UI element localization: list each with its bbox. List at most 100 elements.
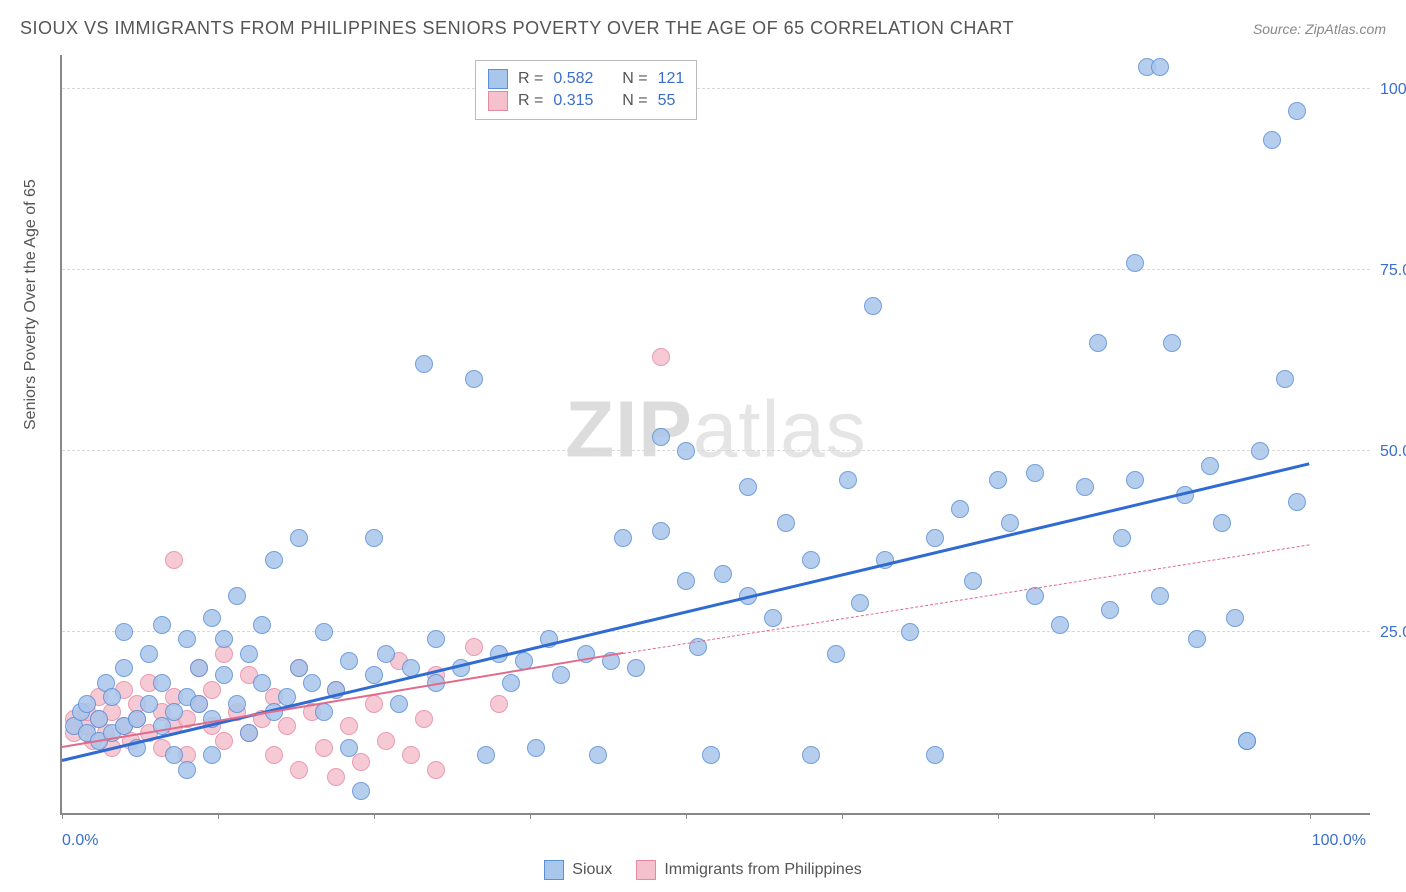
data-point-sioux (1151, 58, 1169, 76)
data-point-sioux (989, 471, 1007, 489)
data-point-sioux (203, 746, 221, 764)
data-point-sioux (140, 695, 158, 713)
data-point-phil (352, 753, 370, 771)
data-point-sioux (477, 746, 495, 764)
data-point-sioux (1251, 442, 1269, 460)
trend-line (62, 463, 1310, 763)
data-point-sioux (1276, 370, 1294, 388)
data-point-sioux (677, 442, 695, 460)
x-tick (1154, 813, 1155, 819)
data-point-sioux (365, 529, 383, 547)
y-tick-label: 25.0% (1380, 624, 1406, 642)
x-tick (1310, 813, 1311, 819)
correlation-legend: R = 0.582 N = 121 R = 0.315 N = 55 (475, 60, 697, 120)
legend-row-sioux: R = 0.582 N = 121 (488, 69, 684, 89)
data-point-sioux (827, 645, 845, 663)
data-point-sioux (427, 630, 445, 648)
data-point-sioux (128, 710, 146, 728)
y-tick-label: 75.0% (1380, 262, 1406, 280)
y-tick-label: 100.0% (1380, 81, 1406, 99)
data-point-phil (415, 710, 433, 728)
data-point-phil (402, 746, 420, 764)
data-point-sioux (1113, 529, 1131, 547)
data-point-sioux (1101, 601, 1119, 619)
data-point-sioux (802, 746, 820, 764)
data-point-sioux (1188, 630, 1206, 648)
data-point-sioux (1238, 732, 1256, 750)
data-point-phil (278, 717, 296, 735)
data-point-phil (165, 551, 183, 569)
data-point-sioux (1163, 334, 1181, 352)
data-point-sioux (926, 529, 944, 547)
legend-label-phil: Immigrants from Philippines (664, 861, 861, 879)
x-tick (686, 813, 687, 819)
gridline (62, 450, 1370, 451)
data-point-sioux (153, 674, 171, 692)
n-label: N = (622, 92, 647, 110)
data-point-sioux (777, 514, 795, 532)
swatch-sioux (544, 860, 564, 880)
data-point-sioux (1051, 616, 1069, 634)
data-point-sioux (253, 616, 271, 634)
data-point-sioux (340, 652, 358, 670)
data-point-sioux (365, 666, 383, 684)
scatter-plot-area: ZIPatlas 25.0%50.0%75.0%100.0% (60, 55, 1370, 815)
data-point-sioux (228, 587, 246, 605)
watermark: ZIPatlas (565, 383, 866, 475)
data-point-sioux (190, 659, 208, 677)
data-point-sioux (115, 623, 133, 641)
data-point-sioux (215, 666, 233, 684)
data-point-phil (315, 739, 333, 757)
data-point-sioux (1151, 587, 1169, 605)
x-tick (530, 813, 531, 819)
data-point-sioux (140, 645, 158, 663)
data-point-sioux (1213, 514, 1231, 532)
data-point-sioux (964, 572, 982, 590)
data-point-phil (340, 717, 358, 735)
data-point-sioux (265, 551, 283, 569)
data-point-sioux (1076, 478, 1094, 496)
n-value-phil: 55 (658, 92, 676, 110)
data-point-sioux (926, 746, 944, 764)
data-point-sioux (115, 659, 133, 677)
data-point-sioux (253, 674, 271, 692)
r-label: R = (518, 70, 543, 88)
data-point-sioux (589, 746, 607, 764)
data-point-phil (215, 732, 233, 750)
data-point-sioux (352, 782, 370, 800)
chart-title: SIOUX VS IMMIGRANTS FROM PHILIPPINES SEN… (20, 18, 1014, 39)
data-point-phil (290, 761, 308, 779)
trend-line (623, 544, 1309, 654)
r-value-sioux: 0.582 (553, 70, 593, 88)
swatch-phil (636, 860, 656, 880)
gridline (62, 269, 1370, 270)
x-tick (62, 813, 63, 819)
data-point-sioux (228, 695, 246, 713)
data-point-sioux (851, 594, 869, 612)
data-point-sioux (764, 609, 782, 627)
n-value-sioux: 121 (658, 70, 685, 88)
data-point-sioux (1263, 131, 1281, 149)
data-point-sioux (1126, 471, 1144, 489)
data-point-sioux (714, 565, 732, 583)
data-point-sioux (377, 645, 395, 663)
data-point-phil (427, 761, 445, 779)
data-point-sioux (951, 500, 969, 518)
data-point-sioux (702, 746, 720, 764)
watermark-light: atlas (693, 384, 867, 473)
data-point-sioux (1026, 464, 1044, 482)
data-point-phil (490, 695, 508, 713)
r-label: R = (518, 92, 543, 110)
x-axis-min-label: 0.0% (62, 832, 98, 850)
data-point-sioux (203, 609, 221, 627)
data-point-sioux (1226, 609, 1244, 627)
legend-item-phil: Immigrants from Philippines (636, 860, 861, 880)
series-legend: Sioux Immigrants from Philippines (0, 860, 1406, 880)
data-point-sioux (315, 623, 333, 641)
legend-item-sioux: Sioux (544, 860, 612, 880)
data-point-sioux (303, 674, 321, 692)
data-point-sioux (178, 630, 196, 648)
data-point-sioux (390, 695, 408, 713)
data-point-phil (377, 732, 395, 750)
data-point-sioux (415, 355, 433, 373)
